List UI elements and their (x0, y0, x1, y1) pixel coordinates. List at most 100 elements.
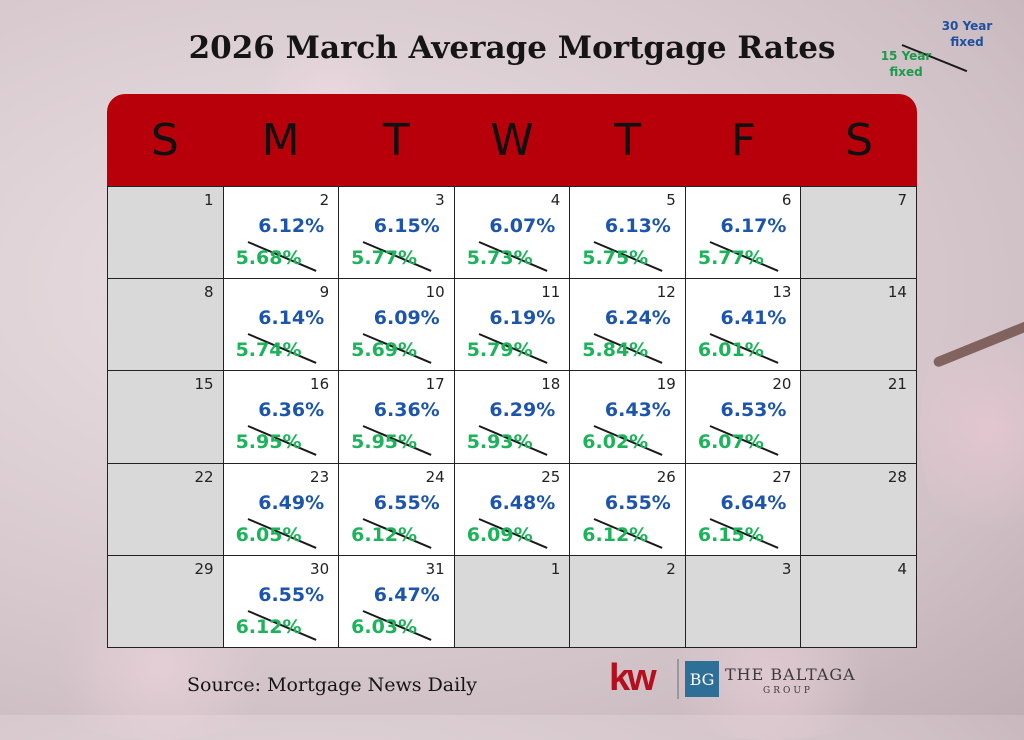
calendar-day-cell: 29 (108, 555, 224, 648)
calendar-day-cell: 14 (801, 279, 917, 372)
day-number: 23 (310, 467, 330, 486)
day-number: 4 (897, 559, 907, 578)
calendar-day-cell: 2 (570, 555, 686, 648)
day-number: 5 (666, 191, 676, 209)
rate-30-year: 6.29% (489, 399, 556, 422)
kw-logo: kw (609, 657, 657, 699)
rate-30-year: 6.24% (604, 307, 671, 330)
day-number: 28 (887, 467, 907, 486)
day-name: T (382, 114, 410, 166)
source-note: Source: Mortgage News Daily (187, 674, 478, 696)
calendar-day-cell: 10 6.09% 5.69% (339, 279, 455, 372)
day-name: W (490, 114, 534, 166)
calendar-day-cell: 6 6.17% 5.77% (685, 187, 802, 280)
rate-15-year: 5.73% (466, 247, 533, 269)
rate-legend: 30 Year fixed 15 Year fixed (872, 14, 1002, 86)
rate-15-year: 6.05% (235, 523, 302, 546)
day-number: 3 (781, 559, 792, 578)
day-number: 7 (897, 191, 907, 209)
calendar-day-cell: 26 6.55% 6.12% (570, 463, 686, 556)
rate-15-year: 5.75% (582, 247, 649, 269)
day-name: M (261, 114, 300, 166)
page-title: 2026 March Average Mortgage Rates (188, 30, 836, 66)
rate-15-year: 6.03% (351, 615, 418, 638)
calendar-day-cell: 11 6.19% 5.79% (454, 279, 571, 372)
rate-30-year: 6.15% (373, 215, 440, 237)
rate-30-year: 6.64% (720, 491, 787, 514)
rate-30-year: 6.12% (258, 215, 325, 237)
calendar-day-cell: 24 6.55% 6.12% (339, 463, 455, 556)
rate-15-year: 6.09% (466, 523, 533, 546)
rate-15-year: 5.74% (235, 339, 302, 362)
day-name: S (150, 114, 179, 166)
day-number: 4 (550, 191, 561, 209)
baltaga-logo-mark: BG (685, 661, 719, 697)
day-number: 30 (310, 559, 330, 578)
calendar-day-cell: 25 6.48% 6.09% (454, 463, 571, 556)
calendar-day-cell: 13 6.41% 6.01% (685, 279, 802, 372)
calendar-day-cell: 9 6.14% 5.74% (223, 279, 340, 372)
day-number: 26 (656, 467, 676, 486)
day-number: 9 (319, 283, 330, 302)
day-number: 21 (887, 375, 907, 394)
baltaga-logo-text: THE BALTAGA (725, 665, 856, 684)
calendar-day-cell: 7 (801, 187, 917, 280)
day-number: 11 (541, 283, 561, 302)
rate-30-year: 6.19% (489, 307, 556, 330)
calendar-day-cell: 15 (108, 371, 224, 464)
calendar-day-cell: 4 (801, 555, 917, 648)
rate-15-year: 5.69% (351, 339, 418, 362)
day-number: 10 (425, 283, 445, 302)
rate-15-year: 5.93% (466, 431, 533, 454)
rate-30-year: 6.48% (489, 491, 556, 514)
legend-30-year: 30 Year fixed (941, 19, 993, 49)
rate-15-year: 5.79% (466, 339, 533, 362)
calendar-day-cell: 3 6.15% 5.77% (339, 187, 455, 280)
day-number: 27 (772, 467, 792, 486)
day-name: F (730, 114, 757, 166)
day-number: 18 (541, 375, 561, 394)
calendar-day-cell: 12 6.24% 5.84% (570, 279, 686, 372)
calendar-day-cell: 28 (801, 463, 917, 556)
calendar-day-cell: 18 6.29% 5.93% (454, 371, 571, 464)
rate-30-year: 6.17% (720, 215, 787, 237)
day-number: 17 (425, 375, 445, 394)
rate-30-year: 6.47% (373, 583, 440, 606)
rate-15-year: 6.15% (697, 523, 764, 546)
day-number: 13 (772, 283, 792, 302)
rate-15-year: 5.84% (582, 339, 649, 362)
rate-30-year: 6.55% (258, 583, 325, 606)
calendar-day-cell: 17 6.36% 5.95% (339, 371, 455, 464)
day-number: 29 (194, 559, 214, 578)
rate-30-year: 6.43% (604, 399, 671, 422)
day-number: 8 (204, 283, 214, 302)
day-number: 1 (204, 191, 214, 209)
rate-15-year: 6.07% (697, 431, 764, 454)
rate-30-year: 6.55% (604, 491, 671, 514)
day-number: 15 (194, 375, 214, 394)
calendar-day-cell: 1 (108, 187, 224, 280)
calendar-day-cell: 23 6.49% 6.05% (223, 463, 340, 556)
rate-15-year: 6.12% (582, 523, 649, 546)
rate-30-year: 6.41% (720, 307, 787, 330)
rate-30-year: 6.09% (373, 307, 440, 330)
rate-30-year: 6.36% (258, 399, 325, 422)
background-blossom (920, 300, 1024, 560)
day-number: 14 (887, 283, 907, 302)
day-number: 19 (656, 375, 676, 394)
rate-30-year: 6.07% (489, 215, 556, 237)
rate-15-year: 6.12% (235, 615, 302, 638)
day-number: 2 (666, 559, 676, 578)
day-number: 20 (772, 375, 792, 394)
calendar-day-cell: 16 6.36% 5.95% (223, 371, 340, 464)
day-number: 2 (319, 191, 330, 209)
rate-15-year: 6.12% (351, 523, 418, 546)
day-name: S (845, 114, 874, 166)
rate-15-year: 5.77% (351, 247, 418, 269)
calendar-day-cell: 27 6.64% 6.15% (685, 463, 802, 556)
brand-logos: kw BG THE BALTAGA GROUP (605, 655, 855, 705)
day-number: 16 (310, 375, 330, 394)
calendar-day-cell: 22 (108, 463, 224, 556)
calendar-day-cell: 30 6.55% 6.12% (223, 555, 340, 648)
